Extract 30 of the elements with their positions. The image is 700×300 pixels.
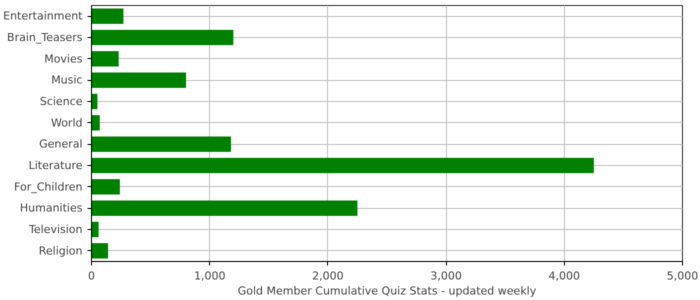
bar [92,94,98,110]
bar [92,136,231,152]
bar [92,8,124,24]
y-tick-label: Humanities [20,202,83,215]
y-tick-label: General [39,138,83,151]
x-tick-label: 2,000 [312,270,344,282]
x-axis-title: Gold Member Cumulative Quiz Stats - updated weekly [238,284,537,298]
bar [92,243,108,259]
bar [92,179,120,195]
x-tick-label: 5,000 [666,270,698,282]
y-tick-label: Television [28,223,83,236]
y-tick-label: Music [51,74,83,87]
y-tick-label: Science [40,95,83,108]
bar [92,30,234,46]
bar [92,115,100,131]
y-tick-label: Religion [38,244,83,258]
y-tick-label: Movies [44,52,83,66]
x-tick-label: 1,000 [194,270,226,282]
y-tick-label: Literature [28,159,83,172]
x-tick-label: 0 [88,270,95,282]
x-tick-label: 4,000 [548,270,580,282]
bar [92,200,358,216]
bar [92,158,594,174]
bar [92,51,119,67]
y-tick-label: World [50,116,83,130]
bar [92,72,186,88]
y-tick-label: Entertainment [3,10,84,23]
y-tick-label: Brain_Teasers [7,31,83,44]
y-tick-label: For_Children [14,180,83,194]
x-tick-label: 3,000 [430,270,462,282]
